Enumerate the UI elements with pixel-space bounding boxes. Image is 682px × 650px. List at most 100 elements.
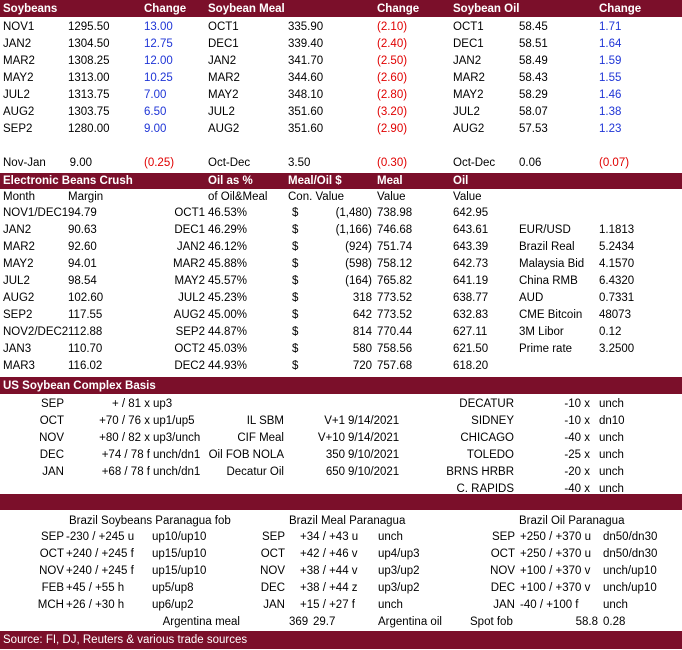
so-change: 1.38	[599, 106, 622, 118]
basis-change: up1/up5	[153, 415, 195, 427]
brazil-oil-month: SEP	[491, 531, 515, 543]
brazil-bean-change: up10/up10	[152, 531, 207, 543]
product-date: 9/10/2021	[348, 466, 400, 478]
product-label: Oil FOB NOLA	[208, 449, 284, 461]
sb-price: 1303.75	[68, 106, 110, 118]
product-date: 9/10/2021	[348, 449, 400, 461]
brazil-meal-month: NOV	[260, 565, 285, 577]
meal-change-header: Change	[377, 3, 420, 15]
sb-change: 12.00	[144, 55, 173, 67]
crush-margin: 94.01	[68, 258, 97, 270]
dollar-sign: $	[292, 241, 299, 253]
futures-header: Soybeans Change Soybean Meal Change Soyb…	[0, 0, 682, 17]
brazil-bean-month: FEB	[41, 582, 64, 594]
brazil-bean-month: NOV	[39, 565, 64, 577]
sm-price: 348.10	[288, 89, 324, 101]
con-value: (598)	[345, 258, 372, 270]
so-month: AUG2	[453, 123, 485, 135]
oil-value: 632.83	[453, 309, 489, 321]
oil-month: DEC2	[174, 360, 205, 372]
con-value: (1,166)	[335, 224, 372, 236]
crush-margin: 112.88	[68, 326, 103, 338]
oil-share: 46.12%	[208, 241, 248, 253]
dollar-sign: $	[292, 207, 299, 219]
sb-change: 9.00	[144, 123, 167, 135]
argentina-meal-label: Argentina meal	[162, 616, 240, 628]
brazil-meal-change: up3/up2	[378, 582, 420, 594]
brazil-bean-quote: +45 / +55 h	[66, 582, 125, 594]
so-month: MAR2	[453, 72, 485, 84]
con-value: 642	[352, 309, 372, 321]
sm-price: 339.40	[288, 38, 324, 50]
sb-change: 12.75	[144, 38, 173, 50]
brazil-meal-month: JAN	[263, 599, 285, 611]
crush-month: JAN2	[3, 224, 32, 236]
basis-quote: + / 81 x	[111, 398, 150, 410]
so-price: 58.07	[519, 106, 548, 118]
location-quote: -25 x	[564, 449, 590, 461]
brazil-bean-month: OCT	[39, 548, 64, 560]
brazil-bean-change: up6/up2	[152, 599, 194, 611]
oil-share: 45.57%	[208, 275, 248, 287]
so-month: JAN2	[453, 55, 482, 67]
crush-margin: 102.60	[68, 292, 104, 304]
basis-location: C. RAPIDS	[456, 483, 514, 495]
oil-month: DEC1	[174, 224, 205, 236]
brazil-bean-month: MCH	[37, 599, 64, 611]
meal-value: 765.82	[377, 275, 413, 287]
sm-change: (2.60)	[377, 72, 408, 84]
crush-margin: 110.70	[68, 343, 103, 355]
basis-title: US Soybean Complex Basis	[3, 380, 156, 392]
location-quote: -20 x	[564, 466, 590, 478]
location-quote: -40 x	[564, 432, 590, 444]
brazil-bean-quote: +240 / +245 f	[66, 565, 134, 577]
oil-share: 45.88%	[208, 258, 248, 270]
sm-change: (2.40)	[377, 38, 408, 50]
dollar-sign: $	[292, 360, 299, 372]
oil-value-subheader: Value	[453, 191, 482, 203]
brazil-meal-month: OCT	[260, 548, 285, 560]
fx-value: 3.2500	[599, 343, 635, 355]
oil-change-header: Change	[599, 3, 642, 15]
con-value: 580	[352, 343, 372, 355]
basis-location: SIDNEY	[471, 415, 514, 427]
soybeans-change-header: Change	[144, 3, 187, 15]
location-quote: -40 x	[564, 483, 590, 495]
location-change: unch	[599, 432, 624, 444]
so-spread-label: Oct-Dec	[453, 157, 496, 169]
sm-price: 351.60	[288, 106, 324, 118]
location-quote: -10 x	[564, 398, 590, 410]
oil-month: MAY2	[174, 275, 205, 287]
meal-value: 757.68	[377, 360, 413, 372]
oil-value: 618.20	[453, 360, 489, 372]
basis-change: unch/dn1	[153, 449, 201, 461]
margin-header: Margin	[68, 191, 104, 203]
brazil-beans-title: Brazil Soybeans Paranagua fob	[69, 515, 231, 527]
fx-label: AUD	[519, 292, 544, 304]
oil-share: 45.00%	[208, 309, 248, 321]
product-value: 350	[325, 449, 345, 461]
meal-value: 738.98	[377, 207, 413, 219]
basis-location: DECATUR	[459, 398, 514, 410]
oil-value: 627.11	[453, 326, 488, 338]
fx-label: China RMB	[519, 275, 578, 287]
sm-month: MAY2	[208, 89, 239, 101]
brazil-meal-quote: +38 / +44 v	[300, 565, 358, 577]
argentina-meal-value: 369	[289, 616, 309, 628]
sm-price: 335.90	[288, 21, 324, 33]
so-change: 1.64	[599, 38, 622, 50]
product-date: 9/14/2021	[348, 415, 400, 427]
sb-price: 1313.00	[68, 72, 110, 84]
dollar-sign: $	[292, 224, 299, 236]
sm-month: DEC1	[208, 38, 239, 50]
oil-header: Soybean Oil	[453, 3, 520, 15]
basis-quote: +74 / 78 f	[101, 449, 150, 461]
product-label: CIF Meal	[237, 432, 284, 444]
sb-month: AUG2	[3, 106, 35, 118]
sb-price: 1304.50	[68, 38, 110, 50]
meal-value: 746.68	[377, 224, 413, 236]
sb-change: 10.25	[144, 72, 173, 84]
product-label: Decatur Oil	[226, 466, 284, 478]
oil-value: 621.50	[453, 343, 489, 355]
